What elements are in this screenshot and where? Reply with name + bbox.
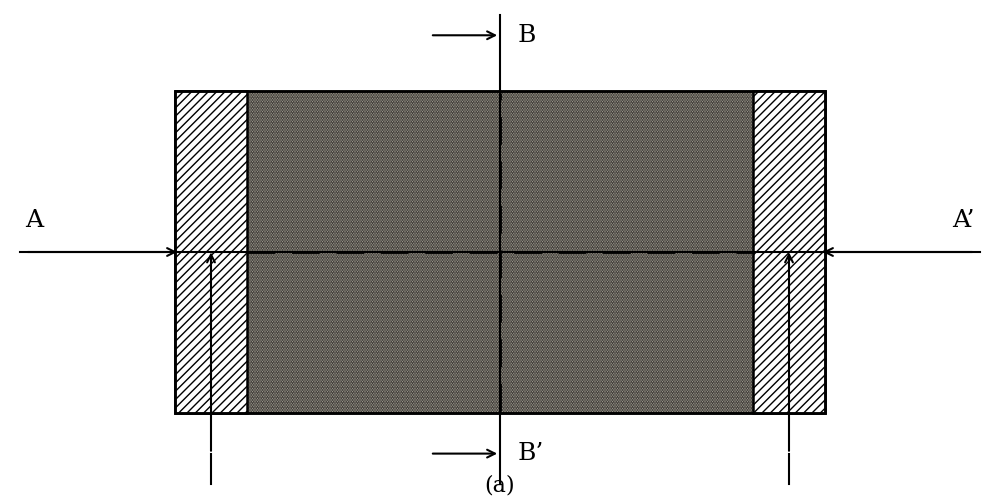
- Bar: [753, 91, 825, 413]
- Bar: [175, 91, 825, 413]
- Text: B: B: [518, 24, 536, 47]
- Bar: [175, 91, 247, 413]
- Bar: [175, 91, 825, 413]
- Text: A’: A’: [952, 209, 975, 232]
- Bar: [175, 91, 825, 413]
- Text: B’: B’: [518, 442, 544, 465]
- Text: (a): (a): [485, 474, 515, 496]
- Text: A: A: [25, 209, 43, 232]
